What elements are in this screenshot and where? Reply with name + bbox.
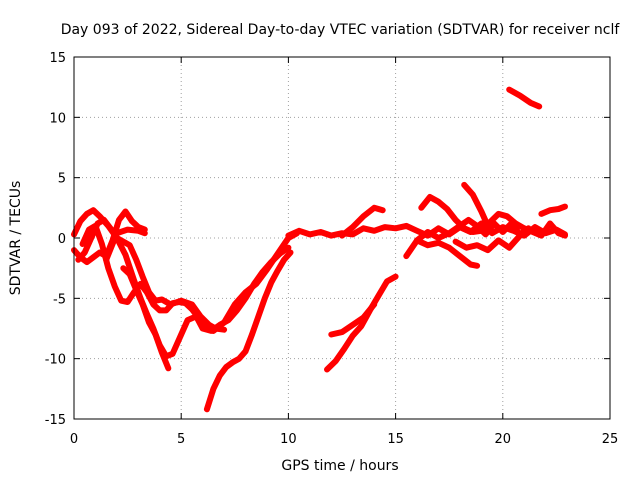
y-tick-label: -15	[45, 413, 66, 428]
y-tick-label: 15	[49, 51, 66, 66]
y-tick-label: 0	[58, 232, 66, 247]
series-track-12	[403, 216, 532, 260]
series-track-16	[461, 181, 491, 229]
x-tick-label: 15	[387, 432, 404, 447]
chart-title: Day 093 of 2022, Sidereal Day-to-day VTE…	[61, 22, 621, 38]
series-track-6	[120, 265, 172, 372]
series-track-10	[324, 273, 399, 373]
x-tick-label: 0	[70, 432, 78, 447]
series-track-15	[452, 232, 523, 254]
axis-ticks: 0 5 10 15 20 25 -15 -10 -5 0 5 10 15	[45, 51, 619, 447]
series-track-13	[418, 194, 568, 239]
x-tick-label: 20	[495, 432, 512, 447]
x-tick-label: 25	[602, 432, 619, 447]
y-tick-label: -10	[45, 353, 66, 368]
y-tick-label: 5	[58, 172, 66, 187]
series-track-4	[79, 222, 300, 334]
plot-area	[71, 86, 568, 413]
series-track-9	[339, 204, 386, 239]
y-tick-label: 10	[49, 111, 66, 126]
x-axis-label: GPS time / hours	[281, 458, 398, 474]
y-axis-label: SDTVAR / TECUs	[8, 181, 24, 296]
x-tick-label: 10	[280, 432, 297, 447]
series-track-18	[538, 203, 568, 217]
series-track-14	[414, 237, 481, 269]
series-track-5	[103, 226, 148, 263]
series-track-7	[203, 249, 294, 413]
y-tick-label: -5	[53, 292, 66, 307]
series-track-11	[328, 301, 378, 338]
x-tick-label: 5	[177, 432, 185, 447]
series-track-17	[506, 86, 543, 110]
